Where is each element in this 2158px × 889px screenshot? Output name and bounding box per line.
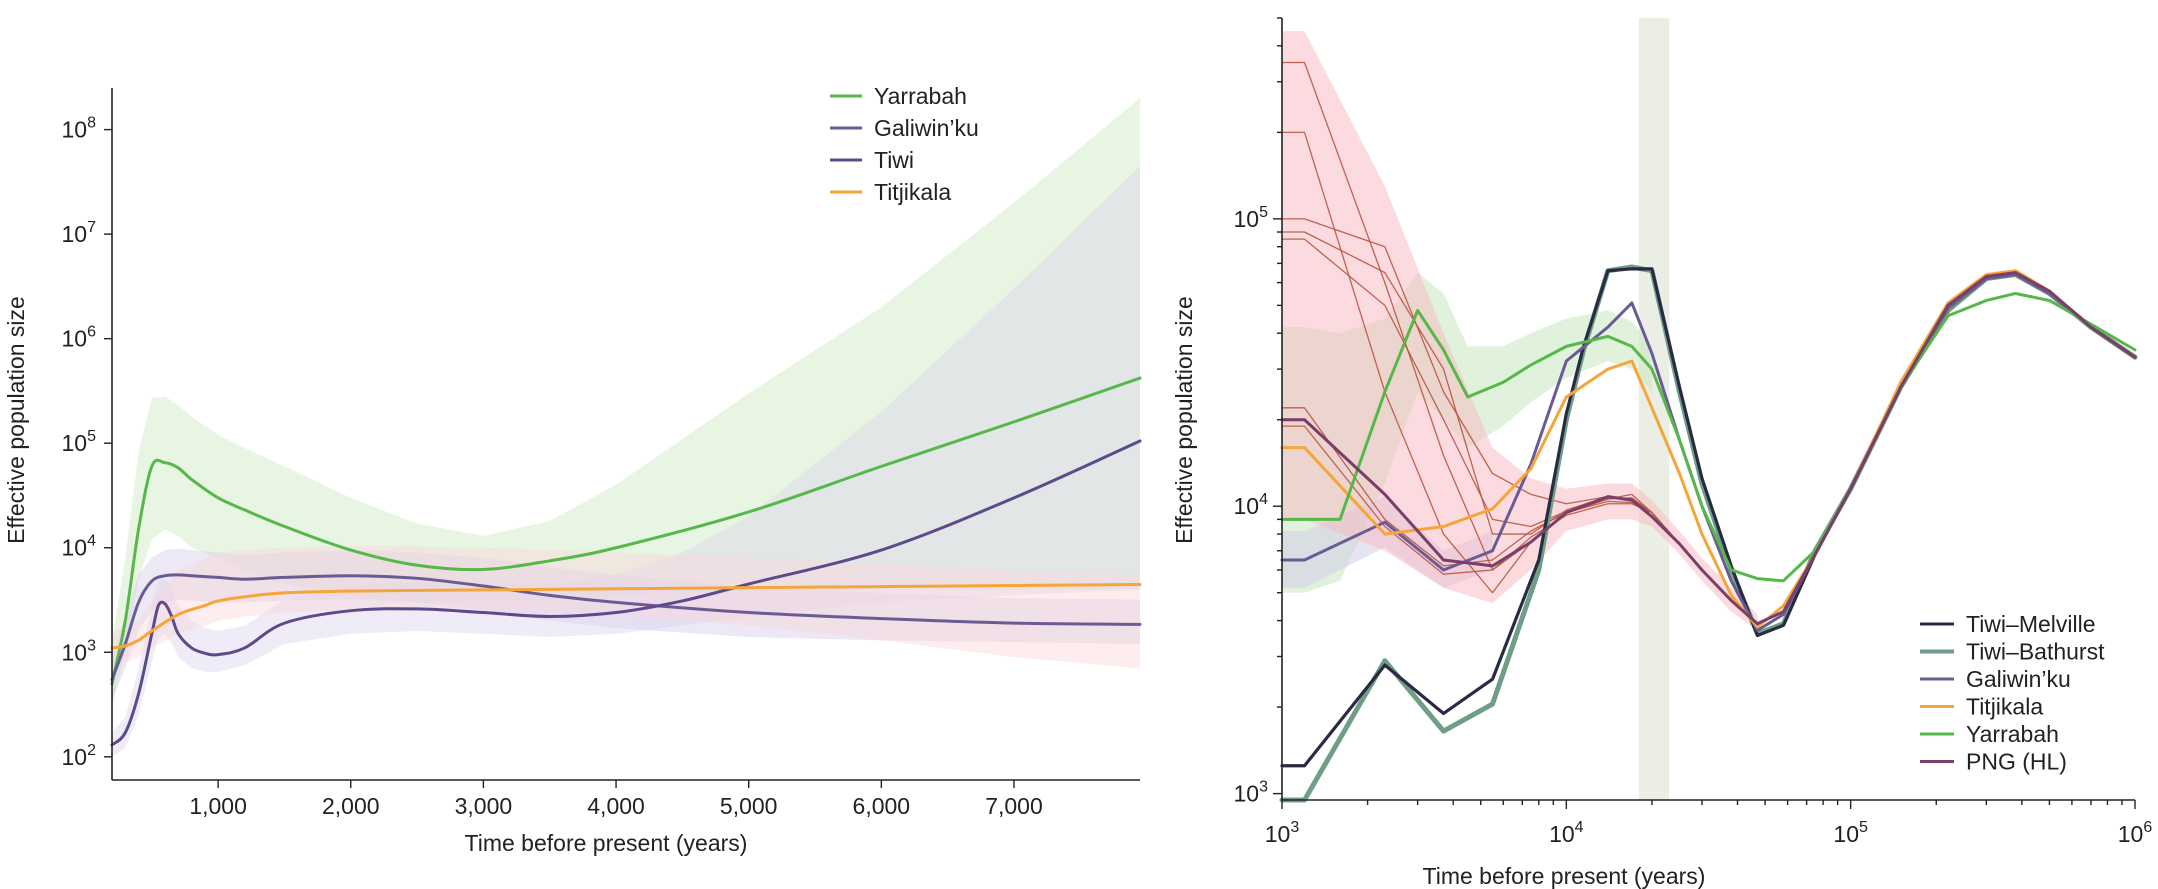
left-y-tick-label: 108 (62, 115, 97, 143)
right-x-axis-title: Time before present (years) (1423, 863, 1706, 889)
right-chart-panel: 103 104 105 106 103 104 105 Time before presen… (1171, 17, 2153, 889)
left-line-galiwin-ku (110, 573, 1142, 681)
left-band-galiwin-ku (112, 548, 1140, 700)
left-legend-label-titjikala: Titjikala (874, 179, 951, 205)
right-y-tick-label: 104 (1234, 491, 1269, 519)
left-legend: Yarrabah Galiwin’ku Tiwi Titjikala (830, 83, 979, 205)
left-chart-panel: 1,000 2,000 3,000 4,000 5,000 6,000 7,000 102 10… (3, 83, 1142, 856)
right-highlight-band (1638, 18, 1670, 800)
right-line-galiwin-ku (1280, 273, 2137, 632)
right-y-tick-label: 103 (1234, 779, 1269, 807)
right-legend-label-yarrabah: Yarrabah (1966, 721, 2059, 747)
right-band-png-replicates (1282, 31, 1758, 631)
right-legend-label-galiwin-ku: Galiwin’ku (1966, 666, 2071, 692)
right-x-tick-label: 103 (1265, 819, 1300, 847)
right-x-tick-label: 104 (1549, 819, 1584, 847)
left-y-axis-title: Effective population size (3, 296, 29, 544)
right-x-tick-label: 105 (1833, 819, 1868, 847)
left-x-tick-label: 7,000 (985, 793, 1043, 819)
left-y-tick-label: 106 (62, 324, 97, 352)
right-x-tick-label: 106 (2118, 819, 2153, 847)
right-y-axis-title: Effective population size (1171, 296, 1197, 544)
right-line-titjikala (1280, 269, 2137, 629)
left-legend-label-galiwin-ku: Galiwin’ku (874, 115, 979, 141)
left-y-tick-label: 102 (62, 742, 97, 770)
right-legend-label-png-hl: PNG (HL) (1966, 749, 2067, 775)
left-y-tick-label: 107 (62, 219, 97, 247)
left-y-tick-label: 105 (62, 428, 97, 456)
right-legend-label-titjikala: Titjikala (1966, 694, 2043, 720)
left-line-yarrabah (110, 376, 1142, 686)
left-x-tick-label: 4,000 (587, 793, 645, 819)
left-x-tick-label: 6,000 (853, 793, 911, 819)
left-x-tick-label: 5,000 (720, 793, 778, 819)
left-legend-label-tiwi: Tiwi (874, 147, 914, 173)
left-y-tick-label: 103 (62, 637, 97, 665)
left-x-tick-label: 1,000 (189, 793, 247, 819)
left-x-tick-label: 3,000 (455, 793, 513, 819)
left-x-tick-label: 2,000 (322, 793, 380, 819)
right-legend-label-tiwi-melville: Tiwi–Melville (1966, 611, 2096, 637)
right-y-tick-label: 105 (1234, 204, 1269, 232)
left-series-lines (110, 376, 1142, 747)
left-x-axis-title: Time before present (years) (465, 830, 748, 856)
right-line-png-hl (1280, 271, 2137, 626)
right-series-lines (1279, 61, 2138, 803)
right-line-yarrabah (1280, 291, 2137, 583)
left-line-titjikala (110, 583, 1142, 650)
right-axes: 103 104 105 106 103 104 105 (1234, 17, 2153, 847)
right-confidence-bands (1282, 31, 1758, 631)
left-legend-label-yarrabah: Yarrabah (874, 83, 967, 109)
left-y-tick-label: 104 (62, 533, 97, 561)
right-legend-label-tiwi-bathurst: Tiwi–Bathurst (1966, 639, 2105, 665)
right-legend: Tiwi–MelvilleTiwi–BathurstGaliwin’kuTitj… (1920, 611, 2105, 775)
left-confidence-bands (112, 98, 1140, 757)
left-axes: 1,000 2,000 3,000 4,000 5,000 6,000 7,000 102 10… (62, 88, 1140, 819)
left-line-tiwi (110, 439, 1142, 747)
